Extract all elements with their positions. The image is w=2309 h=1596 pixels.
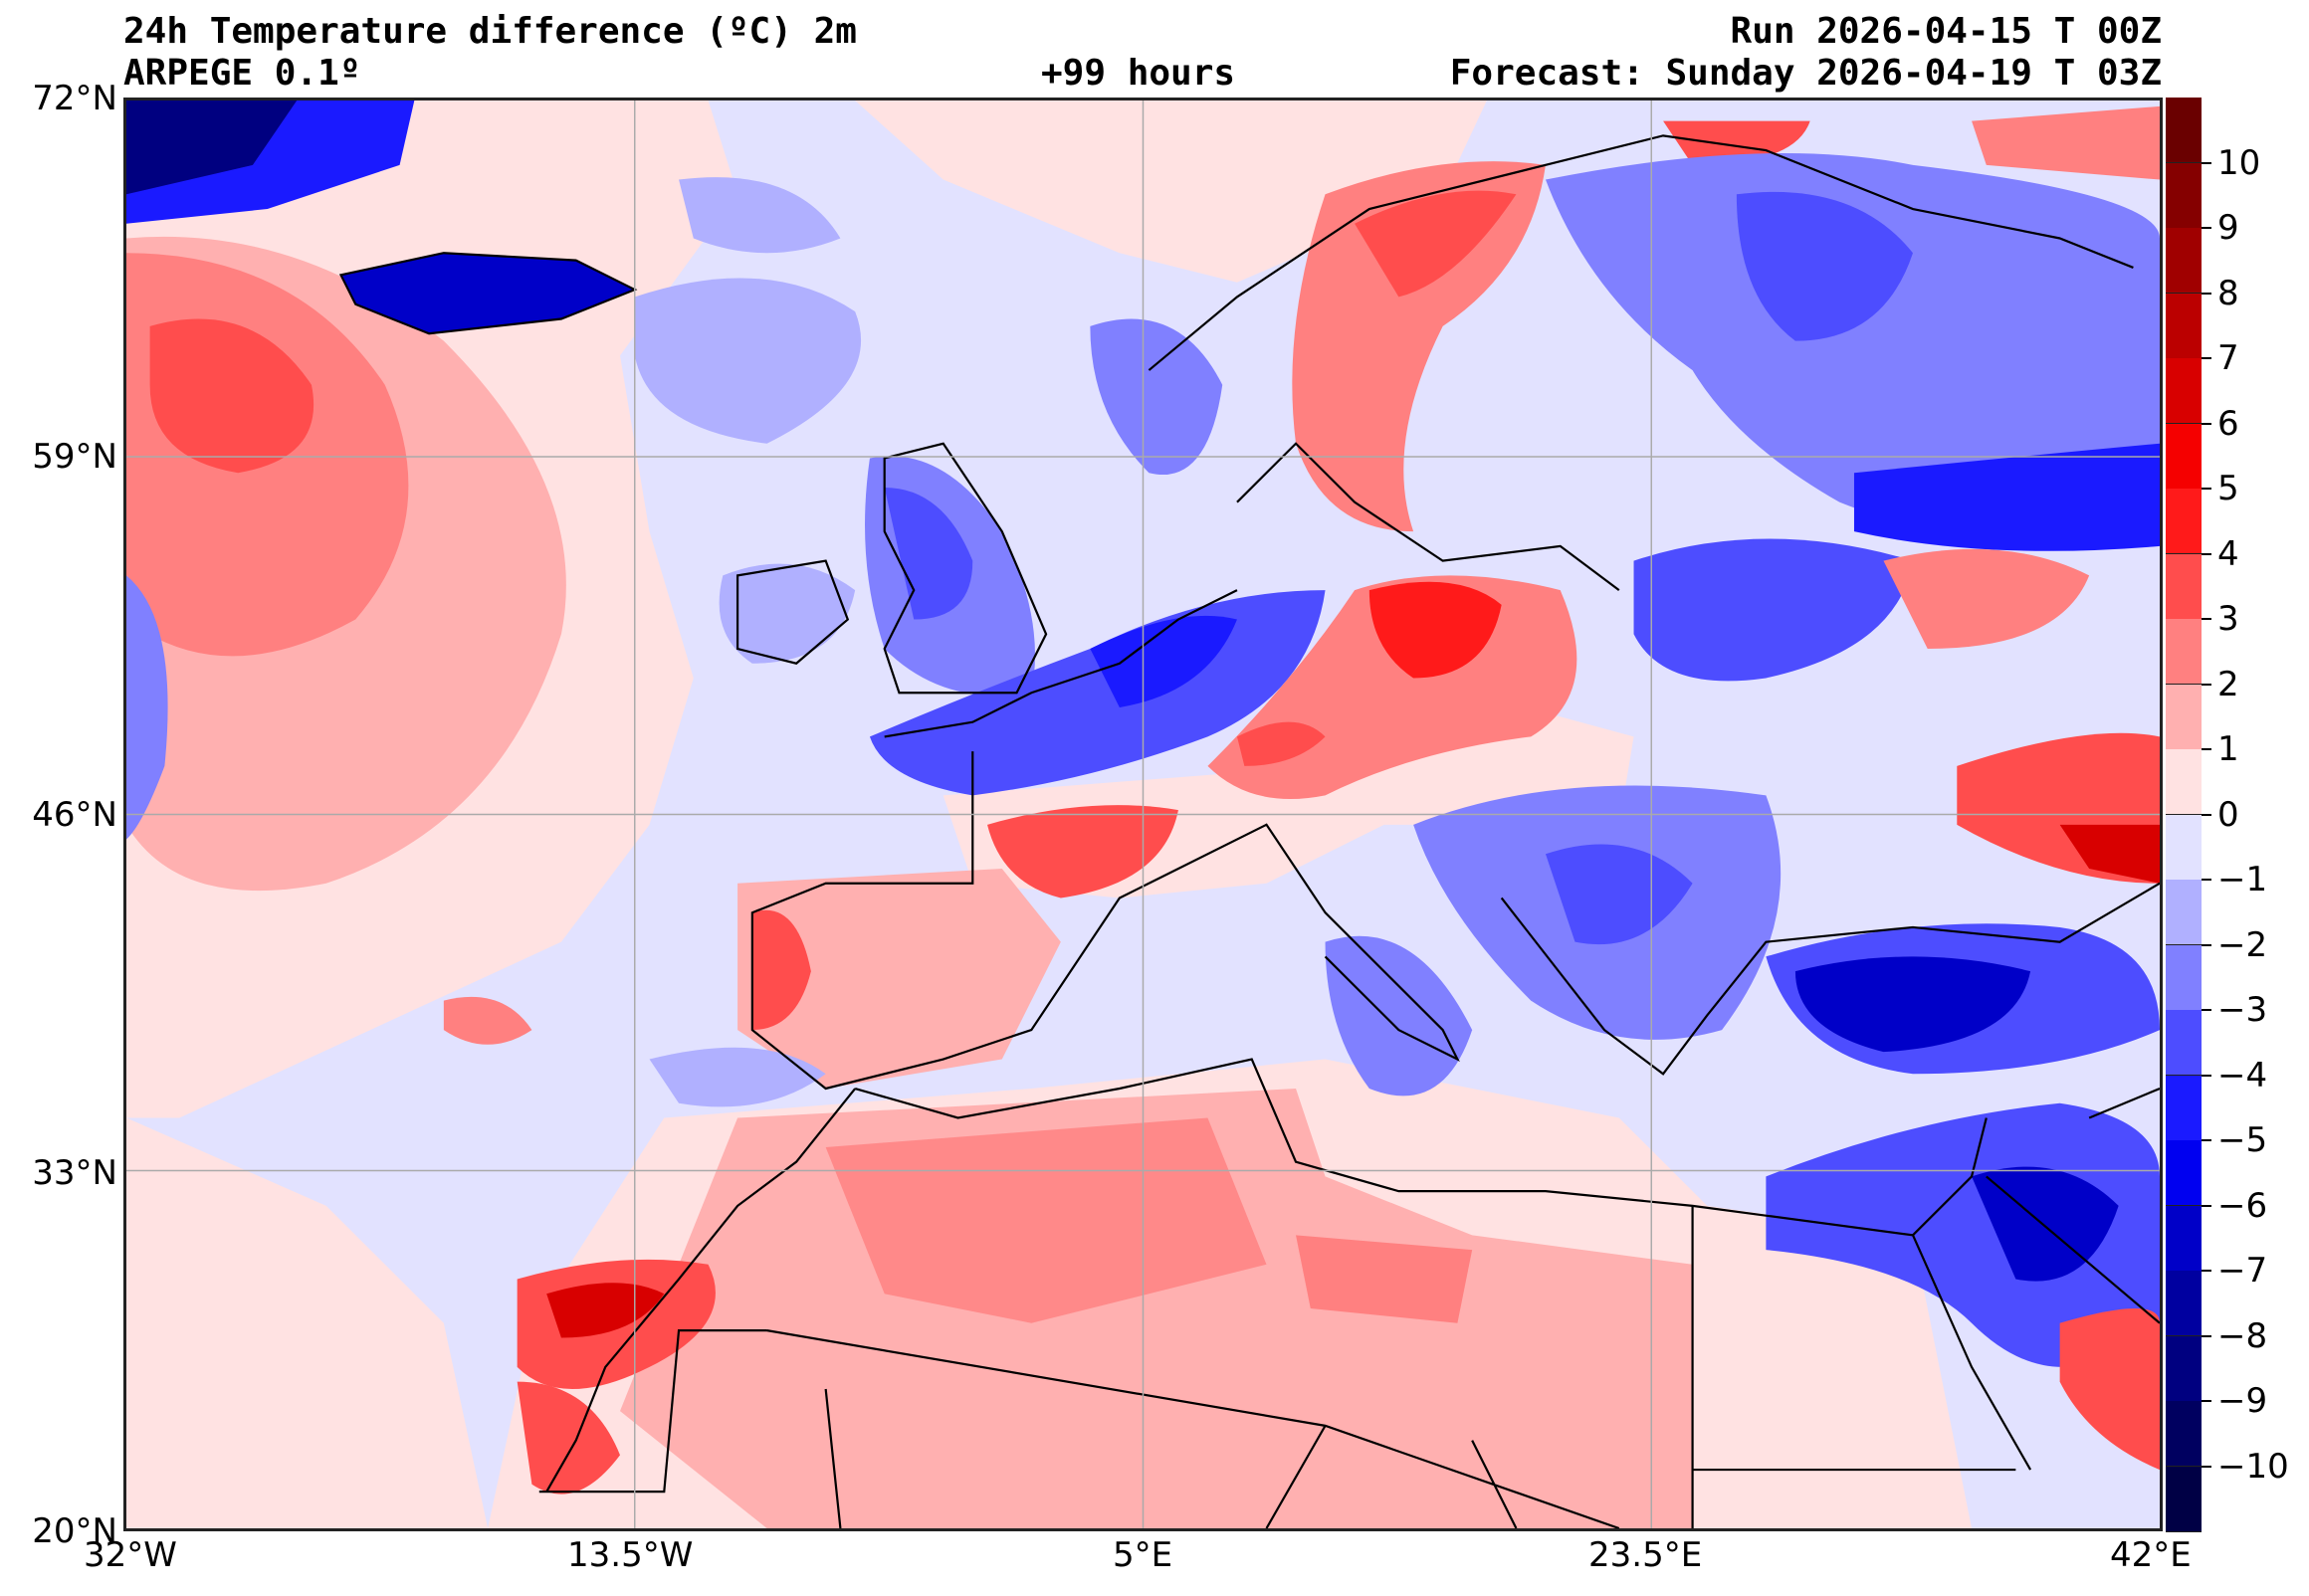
colorbar-tick-mark <box>2202 292 2211 295</box>
colorbar-tick-label: 9 <box>2217 208 2239 248</box>
colorbar-band <box>2166 358 2202 424</box>
colorbar-tick-label: 2 <box>2217 664 2239 704</box>
colorbar-tick-mark <box>2202 618 2211 620</box>
colorbar-tick-mark <box>2202 161 2211 164</box>
colorbar-tick-mark <box>2202 1270 2211 1272</box>
lon-label-32w: 32°W <box>84 1535 177 1575</box>
model-label: ARPEGE 0.1º <box>123 53 361 94</box>
colorbar-band <box>2166 162 2202 229</box>
lat-label-59n: 59°N <box>32 437 117 477</box>
colorbar-tick-mark <box>2202 813 2211 816</box>
forecast-time: Forecast: Sunday 2026-04-19 T 03Z <box>1449 53 2162 94</box>
colorbar-tick-mark <box>2202 943 2211 946</box>
colorbar-tick-label: 10 <box>2217 142 2261 183</box>
colorbar-tick-label: 7 <box>2217 338 2239 378</box>
colorbar-band <box>2166 880 2202 945</box>
colorbar-band <box>2166 1271 2202 1336</box>
colorbar-band <box>2166 944 2202 1011</box>
colorbar-band <box>2166 1075 2202 1141</box>
colorbar-band <box>2166 98 2202 163</box>
colorbar-tick-label: −1 <box>2217 860 2268 899</box>
colorbar-band <box>2166 553 2202 620</box>
lat-label-20n: 20°N <box>32 1511 117 1551</box>
colorbar-band <box>2166 619 2202 685</box>
colorbar-tick-label: 0 <box>2217 794 2239 835</box>
colorbar-tick-mark <box>2202 1074 2211 1077</box>
colorbar-tick-mark <box>2202 1204 2211 1207</box>
colorbar-band <box>2166 228 2202 294</box>
colorbar-tick-mark <box>2202 422 2211 425</box>
colorbar-band <box>2166 1466 2202 1532</box>
colorbar-tick-label: 5 <box>2217 469 2239 508</box>
colorbar-tick-mark <box>2202 1465 2211 1468</box>
lon-label-42e: 42°E <box>2110 1535 2192 1575</box>
colorbar-tick-mark <box>2202 227 2211 229</box>
colorbar-tick-label: −4 <box>2217 1055 2268 1096</box>
colorbar-tick-mark <box>2202 357 2211 359</box>
colorbar-tick-mark <box>2202 1334 2211 1337</box>
colorbar-tick-label: 1 <box>2217 729 2239 769</box>
colorbar-band <box>2166 1335 2202 1402</box>
temperature-difference-map <box>123 98 2163 1531</box>
colorbar-band <box>2166 1401 2202 1467</box>
lat-label-33n: 33°N <box>32 1153 117 1193</box>
colorbar-band <box>2166 814 2202 881</box>
colorbar-band <box>2166 1140 2202 1206</box>
run-time: Run 2026-04-15 T 00Z <box>1730 11 2162 52</box>
colorbar-tick-label: 6 <box>2217 403 2239 444</box>
colorbar-band <box>2166 489 2202 554</box>
colorbar <box>2166 98 2202 1532</box>
lead-time: +99 hours <box>1041 53 1236 94</box>
colorbar-tick-mark <box>2202 488 2211 490</box>
colorbar-tick-mark <box>2202 1139 2211 1141</box>
colorbar-tick-mark <box>2202 683 2211 686</box>
colorbar-tick-label: −2 <box>2217 924 2268 965</box>
colorbar-band <box>2166 293 2202 359</box>
colorbar-tick-mark <box>2202 552 2211 555</box>
colorbar-tick-label: −10 <box>2217 1446 2289 1487</box>
colorbar-band <box>2166 749 2202 815</box>
colorbar-band <box>2166 1010 2202 1076</box>
colorbar-tick-label: 8 <box>2217 273 2239 313</box>
colorbar-tick-mark <box>2202 1400 2211 1402</box>
colorbar-tick-label: 4 <box>2217 533 2239 574</box>
colorbar-tick-label: −9 <box>2217 1381 2268 1421</box>
colorbar-band <box>2166 684 2202 750</box>
lat-label-46n: 46°N <box>32 795 117 835</box>
colorbar-tick-mark <box>2202 748 2211 750</box>
colorbar-tick-label: −3 <box>2217 990 2268 1030</box>
lon-label-5e: 5°E <box>1113 1535 1173 1575</box>
lon-label-23-5e: 23.5°E <box>1588 1535 1703 1575</box>
colorbar-tick-mark <box>2202 1009 2211 1011</box>
colorbar-tick-label: −8 <box>2217 1315 2268 1356</box>
colorbar-tick-label: −5 <box>2217 1120 2268 1160</box>
colorbar-tick-mark <box>2202 879 2211 881</box>
lat-label-72n: 72°N <box>32 79 117 118</box>
colorbar-tick-label: −7 <box>2217 1251 2268 1291</box>
chart-title: 24h Temperature difference (ºC) 2m <box>123 11 857 52</box>
colorbar-tick-label: −6 <box>2217 1185 2268 1226</box>
colorbar-band <box>2166 1205 2202 1272</box>
colorbar-band <box>2166 423 2202 490</box>
lon-label-13-5w: 13.5°W <box>567 1535 694 1575</box>
colorbar-tick-label: 3 <box>2217 599 2239 639</box>
